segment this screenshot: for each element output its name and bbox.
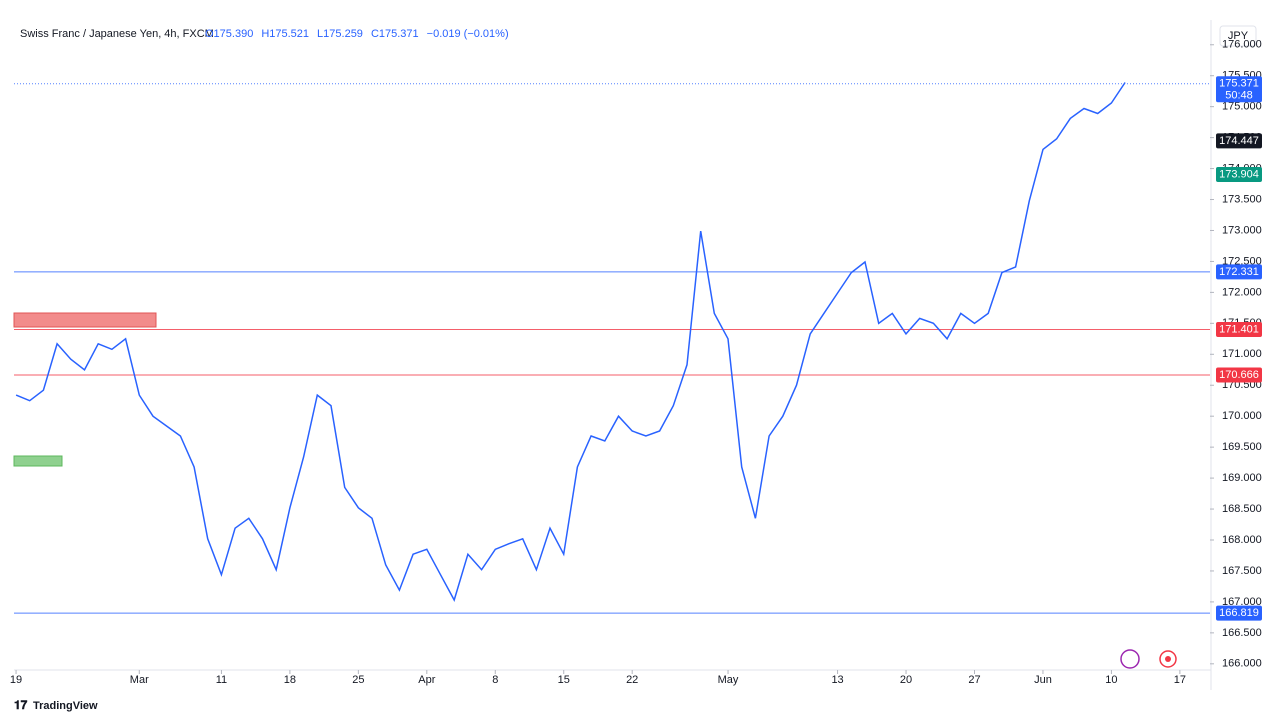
price-label: 174.447 <box>1219 135 1259 147</box>
price-label-box <box>1216 133 1262 149</box>
y-tick-label: 167.000 <box>1222 596 1262 608</box>
x-tick-label: 19 <box>10 674 22 686</box>
price-label-box <box>1216 367 1262 383</box>
y-tick-label: 173.000 <box>1222 224 1262 236</box>
x-tick-label: 8 <box>492 674 498 686</box>
y-tick-label: 169.500 <box>1222 441 1262 453</box>
price-label: 175.371 <box>1219 78 1259 90</box>
price-label: 172.331 <box>1219 266 1259 278</box>
countdown: 50:48 <box>1225 90 1253 102</box>
price-label: 171.401 <box>1219 323 1259 335</box>
currency-button[interactable] <box>1219 25 1257 47</box>
ohlc-value: C175.371 <box>371 28 419 40</box>
record-dot <box>1165 656 1171 662</box>
y-tick-label: 168.000 <box>1222 534 1262 546</box>
y-tick-label: 176.000 <box>1222 39 1262 51</box>
ohlc-value: −0.019 (−0.01%) <box>427 28 509 40</box>
price-label-box <box>1216 76 1262 103</box>
supply-zone <box>13 312 157 328</box>
demand-zone <box>13 455 63 467</box>
y-tick-label: 166.000 <box>1222 658 1262 670</box>
y-tick-label: 167.500 <box>1222 565 1262 577</box>
chart-title: Swiss Franc / Japanese Yen, 4h, FXCM <box>20 28 214 40</box>
x-tick-label: 15 <box>558 674 570 686</box>
x-tick-label: 17 <box>1174 674 1186 686</box>
price-label: 166.819 <box>1219 607 1259 619</box>
y-tick-label: 171.000 <box>1222 348 1262 360</box>
x-tick-label: Jun <box>1034 674 1052 686</box>
ohlc-bar: O175.390 H175.521 L175.259 C175.371 −0.019 (… <box>205 28 509 40</box>
y-tick-label: 168.500 <box>1222 503 1262 515</box>
x-tick-label: 27 <box>968 674 980 686</box>
x-tick-label: 18 <box>284 674 296 686</box>
price-label-box <box>1216 264 1262 280</box>
y-tick-label: 169.000 <box>1222 472 1262 484</box>
x-tick-label: 11 <box>216 674 227 686</box>
ohlc-value: O175.390 <box>205 28 253 40</box>
brand: TradingView <box>33 700 98 712</box>
y-tick-label: 166.500 <box>1222 627 1262 639</box>
y-tick-label: 172.500 <box>1222 255 1262 267</box>
y-tick-label: 172.000 <box>1222 286 1262 298</box>
x-tick-label: 13 <box>831 674 843 686</box>
alert-icon[interactable] <box>1120 649 1140 669</box>
price-label: 173.904 <box>1219 168 1259 180</box>
price-label-box <box>1216 167 1262 183</box>
x-tick-label: 20 <box>900 674 912 686</box>
y-tick-label: 170.000 <box>1222 410 1262 422</box>
x-tick-label: Mar <box>130 674 149 686</box>
x-tick-label: 10 <box>1105 674 1117 686</box>
ohlc-value: H175.521 <box>261 28 309 40</box>
y-tick-label: 173.500 <box>1222 193 1262 205</box>
ohlc-value: L175.259 <box>317 28 363 40</box>
x-tick-label: 25 <box>352 674 364 686</box>
price-label: 170.666 <box>1219 369 1259 381</box>
currency[interactable]: JPY <box>1228 30 1249 42</box>
y-tick-label: 175.000 <box>1222 101 1262 113</box>
x-tick-label: May <box>718 674 739 686</box>
record-icon[interactable] <box>1159 650 1177 668</box>
price-line-series <box>15 82 1126 602</box>
price-label-box <box>1216 321 1262 337</box>
x-tick-label: Apr <box>418 674 435 686</box>
x-tick-label: 22 <box>626 674 638 686</box>
brand-logo: 𝟏𝟕 <box>14 698 28 712</box>
price-label-box <box>1216 605 1262 621</box>
